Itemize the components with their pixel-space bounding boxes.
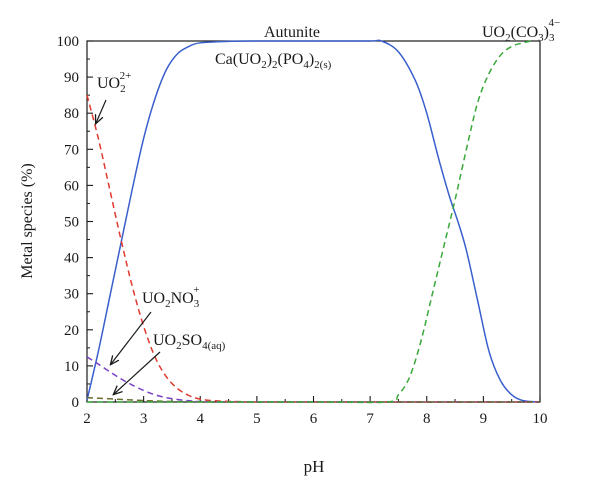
- y-tick-label: 90: [64, 70, 79, 86]
- y-tick-label: 80: [64, 106, 79, 122]
- y-axis-label: Metal species (%): [19, 163, 36, 279]
- uo2no3-arrow: [111, 311, 152, 364]
- y-tick-label: 70: [64, 142, 79, 158]
- autunite-label: Autunite: [264, 24, 320, 41]
- x-tick-label: 7: [366, 411, 374, 427]
- y-tick-label: 40: [64, 251, 79, 267]
- x-tick-label: 4: [197, 411, 205, 427]
- x-tick-label: 10: [533, 411, 548, 427]
- y-tick-label: 10: [64, 359, 79, 375]
- x-tick-label: 9: [480, 411, 488, 427]
- x-axis-label: pH: [304, 457, 325, 476]
- carbonate-label: UO2(CO3)34−: [482, 17, 560, 44]
- x-tick-label: 3: [140, 411, 148, 427]
- series-line: [87, 40, 532, 404]
- x-tick-label: 5: [253, 411, 261, 427]
- uo2so4-arrow: [114, 351, 161, 394]
- series-line: [86, 396, 541, 403]
- series-lines: [86, 39, 541, 404]
- series-line: [86, 356, 540, 403]
- y-tick-label: 0: [72, 395, 80, 411]
- y-tick-label: 100: [57, 34, 80, 50]
- uo2no3-label: UO2NO3+: [142, 284, 200, 310]
- uo2-label: UO22+: [97, 70, 131, 95]
- series-line: [86, 39, 541, 403]
- x-tick-label: 6: [310, 411, 318, 427]
- y-tick-label: 30: [64, 287, 79, 303]
- y-tick-label: 50: [64, 215, 79, 231]
- uo2-arrow: [96, 99, 107, 123]
- y-tick-label: 60: [64, 178, 79, 194]
- x-tick-label: 2: [83, 411, 91, 427]
- x-tick-label: 8: [423, 411, 431, 427]
- y-tick-label: 20: [64, 323, 79, 339]
- autunite-formula-label: Ca(UO2)2(PO4)2(s): [215, 51, 332, 71]
- uo2so4-label: UO2SO4(aq): [153, 332, 226, 352]
